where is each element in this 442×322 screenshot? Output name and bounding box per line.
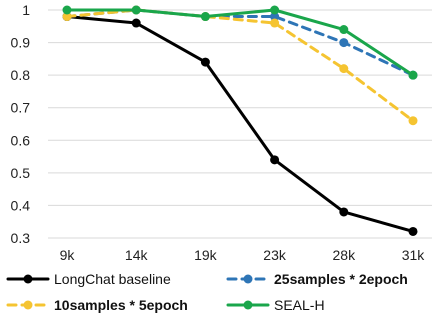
data-point bbox=[62, 12, 72, 22]
series-line bbox=[65, 8, 415, 123]
data-point bbox=[339, 207, 349, 217]
data-point bbox=[270, 155, 280, 165]
data-point bbox=[200, 57, 210, 67]
legend-label: SEAL-H bbox=[274, 297, 325, 313]
y-tick-label: 0.4 bbox=[11, 197, 31, 213]
legend-label: 10samples * 5epoch bbox=[54, 297, 188, 313]
y-tick-label: 0.8 bbox=[11, 67, 31, 83]
legend-item-0: LongChat baseline bbox=[6, 271, 171, 287]
data-point bbox=[270, 18, 280, 28]
x-axis-ticks: 9k 14k 19k 23k 28k 31k bbox=[60, 247, 426, 263]
data-point bbox=[408, 116, 418, 126]
data-point bbox=[339, 64, 349, 74]
data-point bbox=[339, 25, 349, 35]
y-tick-label: 0.5 bbox=[11, 165, 31, 181]
legend-swatch-marker bbox=[243, 274, 253, 284]
data-point bbox=[408, 226, 418, 236]
data-point bbox=[131, 5, 141, 15]
data-point bbox=[200, 12, 210, 22]
legend-label: LongChat baseline bbox=[54, 271, 171, 287]
legend-item-2: 10samples * 5epoch bbox=[6, 297, 188, 313]
series-lines bbox=[62, 5, 418, 236]
x-tick-label: 23k bbox=[263, 247, 287, 263]
legend-swatch-marker bbox=[243, 300, 253, 310]
x-tick-label: 28k bbox=[333, 247, 357, 263]
y-tick-label: 0.6 bbox=[11, 132, 31, 148]
x-tick-label: 31k bbox=[402, 247, 426, 263]
x-tick-label: 19k bbox=[194, 247, 218, 263]
legend-label: 25samples * 2epoch bbox=[274, 271, 408, 287]
data-point bbox=[62, 5, 72, 15]
legend-swatch-marker bbox=[23, 300, 33, 310]
y-tick-label: 0.3 bbox=[11, 230, 31, 246]
data-point bbox=[270, 5, 280, 15]
series-3 bbox=[62, 5, 418, 80]
x-tick-label: 9k bbox=[60, 247, 76, 263]
y-axis-ticks: 0.3 0.4 0.5 0.6 0.7 0.8 0.9 1 bbox=[11, 2, 31, 246]
legend-item-1: 25samples * 2epoch bbox=[226, 271, 408, 287]
legend-item-3: SEAL-H bbox=[226, 297, 325, 313]
series-line bbox=[65, 15, 415, 233]
data-point bbox=[270, 12, 280, 22]
x-tick-label: 14k bbox=[125, 247, 149, 263]
series-line bbox=[65, 8, 415, 77]
data-point bbox=[408, 70, 418, 80]
y-tick-label: 0.7 bbox=[11, 100, 31, 116]
gridlines bbox=[48, 9, 432, 239]
legend-swatch-marker bbox=[23, 274, 33, 284]
series-0 bbox=[62, 12, 418, 236]
y-tick-label: 1 bbox=[22, 2, 30, 18]
data-point bbox=[131, 18, 141, 28]
data-point bbox=[339, 38, 349, 48]
legend: LongChat baseline 25samples * 2epoch 10sam… bbox=[6, 271, 408, 313]
y-tick-label: 0.9 bbox=[11, 35, 31, 51]
